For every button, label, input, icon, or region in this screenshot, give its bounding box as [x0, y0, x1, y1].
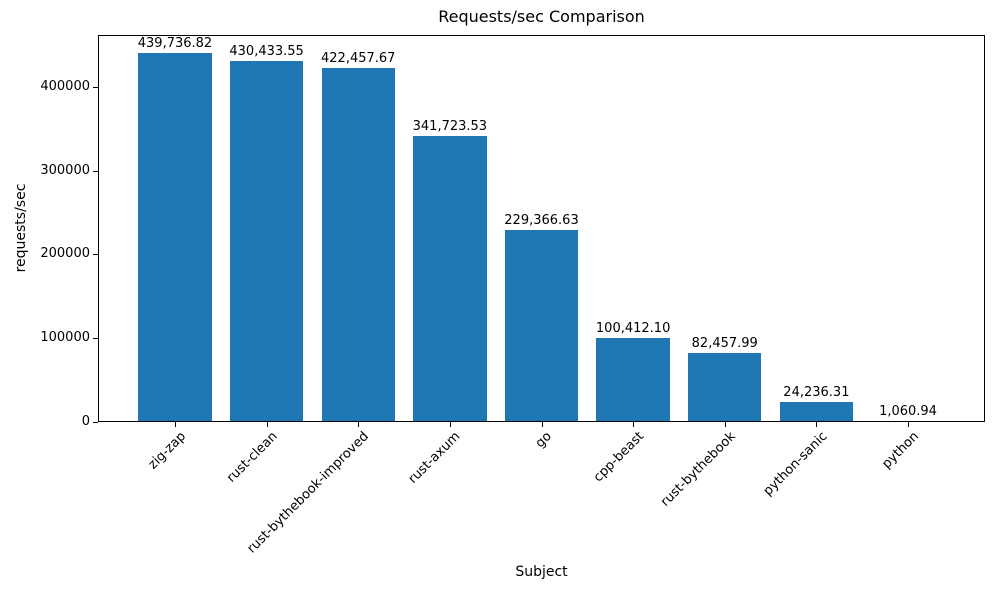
- y-tick-mark: [93, 86, 98, 88]
- y-tick-mark: [93, 422, 98, 423]
- x-tick-label: rust-axum: [405, 429, 464, 487]
- x-axis-label: Subject: [515, 564, 568, 580]
- x-tick-mark: [908, 422, 910, 427]
- x-tick-mark: [174, 422, 176, 427]
- bar-value-label: 439,736.82: [137, 36, 213, 52]
- chart-title: Requests/sec Comparison: [438, 7, 645, 26]
- bar: [413, 135, 487, 421]
- bar: [504, 229, 579, 421]
- x-tick-mark: [266, 422, 268, 427]
- x-tick-mark: [633, 422, 635, 427]
- bar: [779, 401, 854, 421]
- x-tick-mark: [816, 422, 818, 427]
- y-tick-label: 300000: [40, 162, 90, 178]
- x-tick-mark: [724, 422, 726, 427]
- bar-value-label: 1,060.94: [879, 404, 937, 420]
- x-tick-label: zig-zap: [145, 429, 189, 473]
- bar: [688, 352, 762, 421]
- y-tick-label: 400000: [40, 78, 90, 94]
- x-tick-label: rust-clean: [223, 429, 281, 486]
- y-tick-label: 0: [81, 414, 90, 429]
- x-tick-mark: [449, 422, 451, 427]
- bar-value-label: 422,457.67: [321, 50, 396, 66]
- bar-value-label: 100,412.10: [595, 320, 671, 336]
- x-tick-mark: [541, 422, 543, 427]
- bar-value-label: 229,366.63: [504, 212, 579, 228]
- y-tick-label: 100000: [40, 330, 90, 346]
- bar-value-label: 430,433.55: [229, 44, 304, 60]
- x-tick-label: python: [878, 429, 922, 472]
- y-tick-mark: [93, 338, 98, 340]
- x-tick-label: cpp-beast: [590, 429, 647, 486]
- x-tick-label: python-sanic: [760, 429, 831, 499]
- x-tick-label: go: [533, 429, 556, 452]
- bar-value-label: 341,723.53: [412, 118, 488, 134]
- y-tick-mark: [93, 254, 98, 256]
- bar: [138, 53, 212, 421]
- x-tick-label: rust-bythebook: [657, 429, 739, 510]
- bar: [229, 61, 304, 421]
- y-tick-label: 200000: [40, 246, 90, 262]
- bar: [321, 67, 395, 421]
- bar-value-label: 82,457.99: [691, 335, 758, 351]
- y-tick-mark: [93, 170, 98, 172]
- x-tick-mark: [358, 422, 360, 427]
- bar: [596, 337, 670, 421]
- bar-value-label: 24,236.31: [783, 384, 850, 400]
